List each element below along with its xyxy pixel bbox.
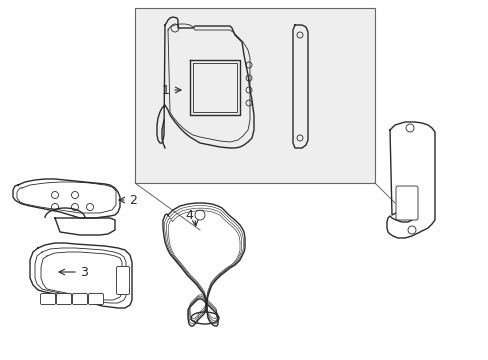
- Text: 1: 1: [162, 84, 170, 96]
- FancyBboxPatch shape: [88, 293, 103, 305]
- FancyBboxPatch shape: [116, 266, 129, 294]
- Bar: [135, 8, 374, 183]
- FancyBboxPatch shape: [395, 186, 417, 220]
- FancyBboxPatch shape: [57, 293, 71, 305]
- FancyBboxPatch shape: [41, 293, 55, 305]
- FancyBboxPatch shape: [72, 293, 87, 305]
- Text: 2: 2: [129, 194, 137, 207]
- Text: 3: 3: [80, 266, 88, 279]
- Text: 4: 4: [185, 208, 193, 221]
